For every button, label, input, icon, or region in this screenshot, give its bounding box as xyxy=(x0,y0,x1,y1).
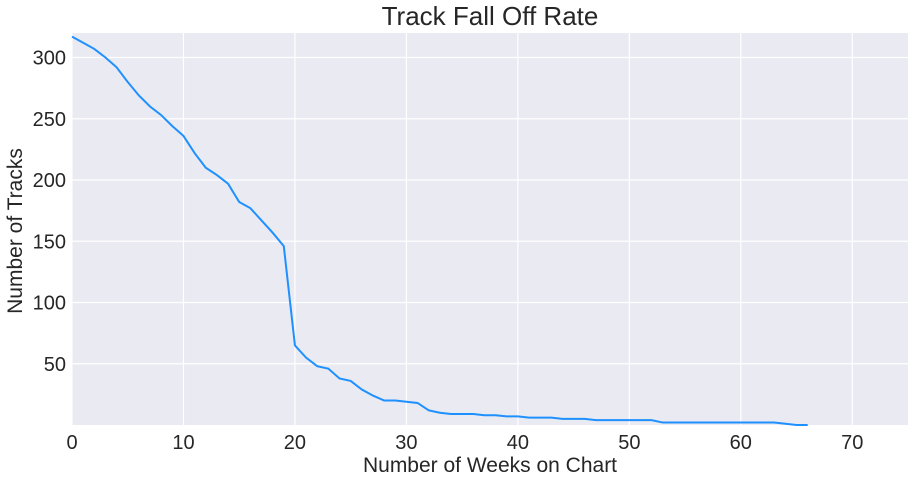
y-tick-label: 100 xyxy=(33,293,66,315)
x-tick-labels: 0 10 20 30 40 50 60 70 xyxy=(66,432,863,454)
x-tick-label: 40 xyxy=(507,432,529,454)
x-tick-label: 50 xyxy=(618,432,640,454)
x-tick-label: 30 xyxy=(395,432,417,454)
y-gridlines xyxy=(72,56,908,365)
x-tick-label: 10 xyxy=(172,432,194,454)
y-tick-label: 50 xyxy=(44,354,66,376)
x-axis-title: Number of Weeks on Chart xyxy=(363,454,617,477)
y-axis-title: Number of Tracks xyxy=(4,148,27,314)
y-tick-label: 250 xyxy=(33,109,66,131)
plot-area xyxy=(72,33,908,425)
chart-title: Track Fall Off Rate xyxy=(382,1,599,31)
x-tick-label: 70 xyxy=(841,432,863,454)
y-tick-label: 150 xyxy=(33,231,66,253)
y-tick-label: 300 xyxy=(33,48,66,70)
x-tick-label: 0 xyxy=(66,432,77,454)
x-tick-label: 20 xyxy=(284,432,306,454)
x-gridlines xyxy=(71,33,853,425)
y-tick-label: 200 xyxy=(33,170,66,192)
y-tick-labels: 50 100 150 200 250 300 xyxy=(33,48,66,376)
series-line xyxy=(71,35,808,426)
x-tick-label: 60 xyxy=(730,432,752,454)
